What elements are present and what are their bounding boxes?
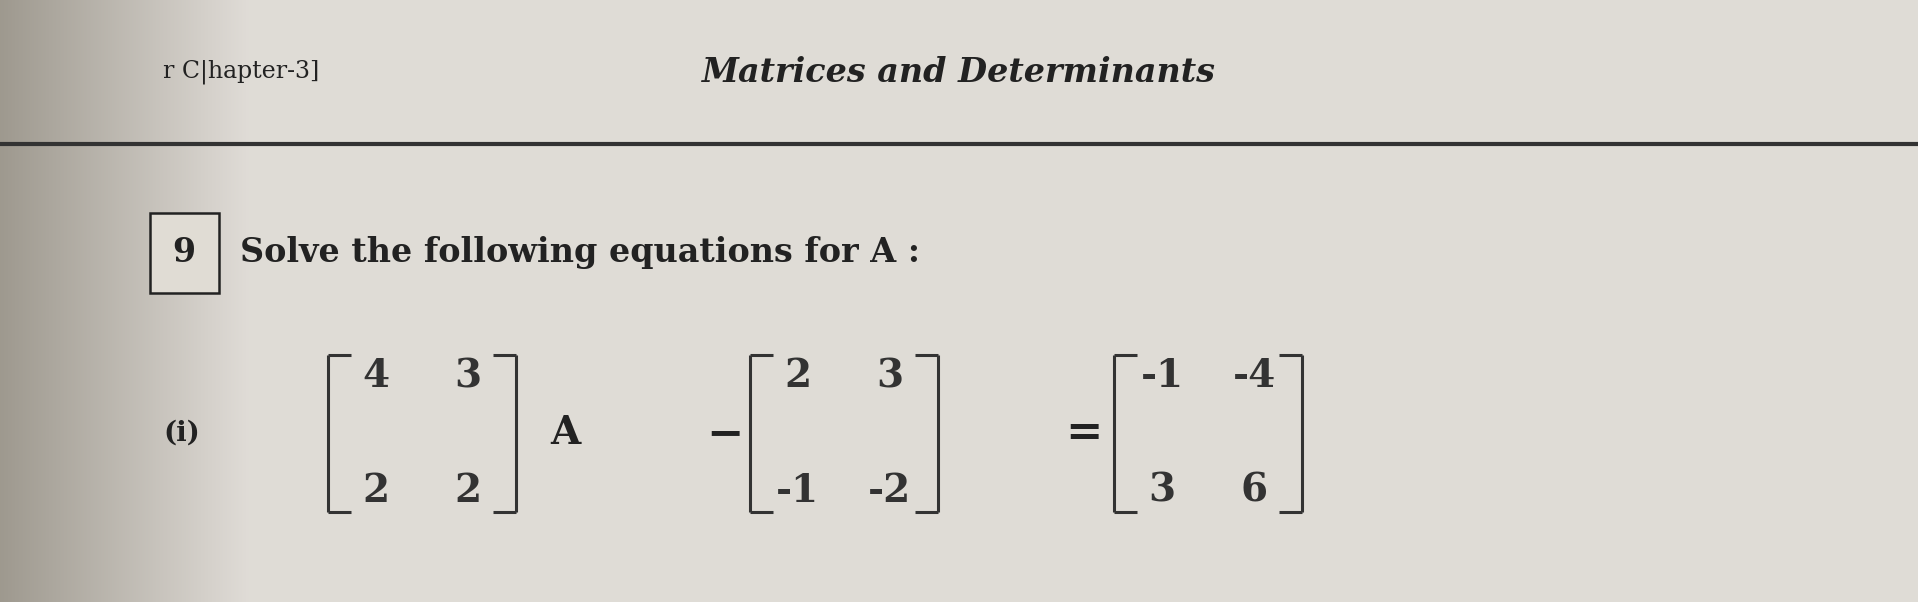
Text: 2: 2 — [784, 357, 811, 396]
Text: 2: 2 — [455, 471, 481, 510]
Text: -4: -4 — [1233, 357, 1275, 396]
Text: 3: 3 — [455, 357, 481, 396]
Text: -2: -2 — [869, 471, 911, 510]
Text: Solve the following equations for A :: Solve the following equations for A : — [240, 237, 921, 269]
Text: r C|hapter-3]: r C|hapter-3] — [163, 60, 318, 84]
Text: 3: 3 — [1149, 471, 1176, 510]
FancyBboxPatch shape — [150, 213, 219, 293]
Text: -1: -1 — [1141, 357, 1183, 396]
Text: =: = — [1064, 412, 1103, 455]
Text: -1: -1 — [777, 471, 819, 510]
Text: 3: 3 — [877, 357, 903, 396]
Text: Matrices and Determinants: Matrices and Determinants — [702, 56, 1216, 88]
Text: 2: 2 — [363, 471, 389, 510]
Text: 6: 6 — [1241, 471, 1268, 510]
Text: 4: 4 — [363, 357, 389, 396]
Text: A: A — [550, 414, 581, 453]
Text: −: − — [706, 412, 744, 455]
Text: 9: 9 — [173, 237, 196, 269]
Text: (i): (i) — [163, 420, 199, 447]
